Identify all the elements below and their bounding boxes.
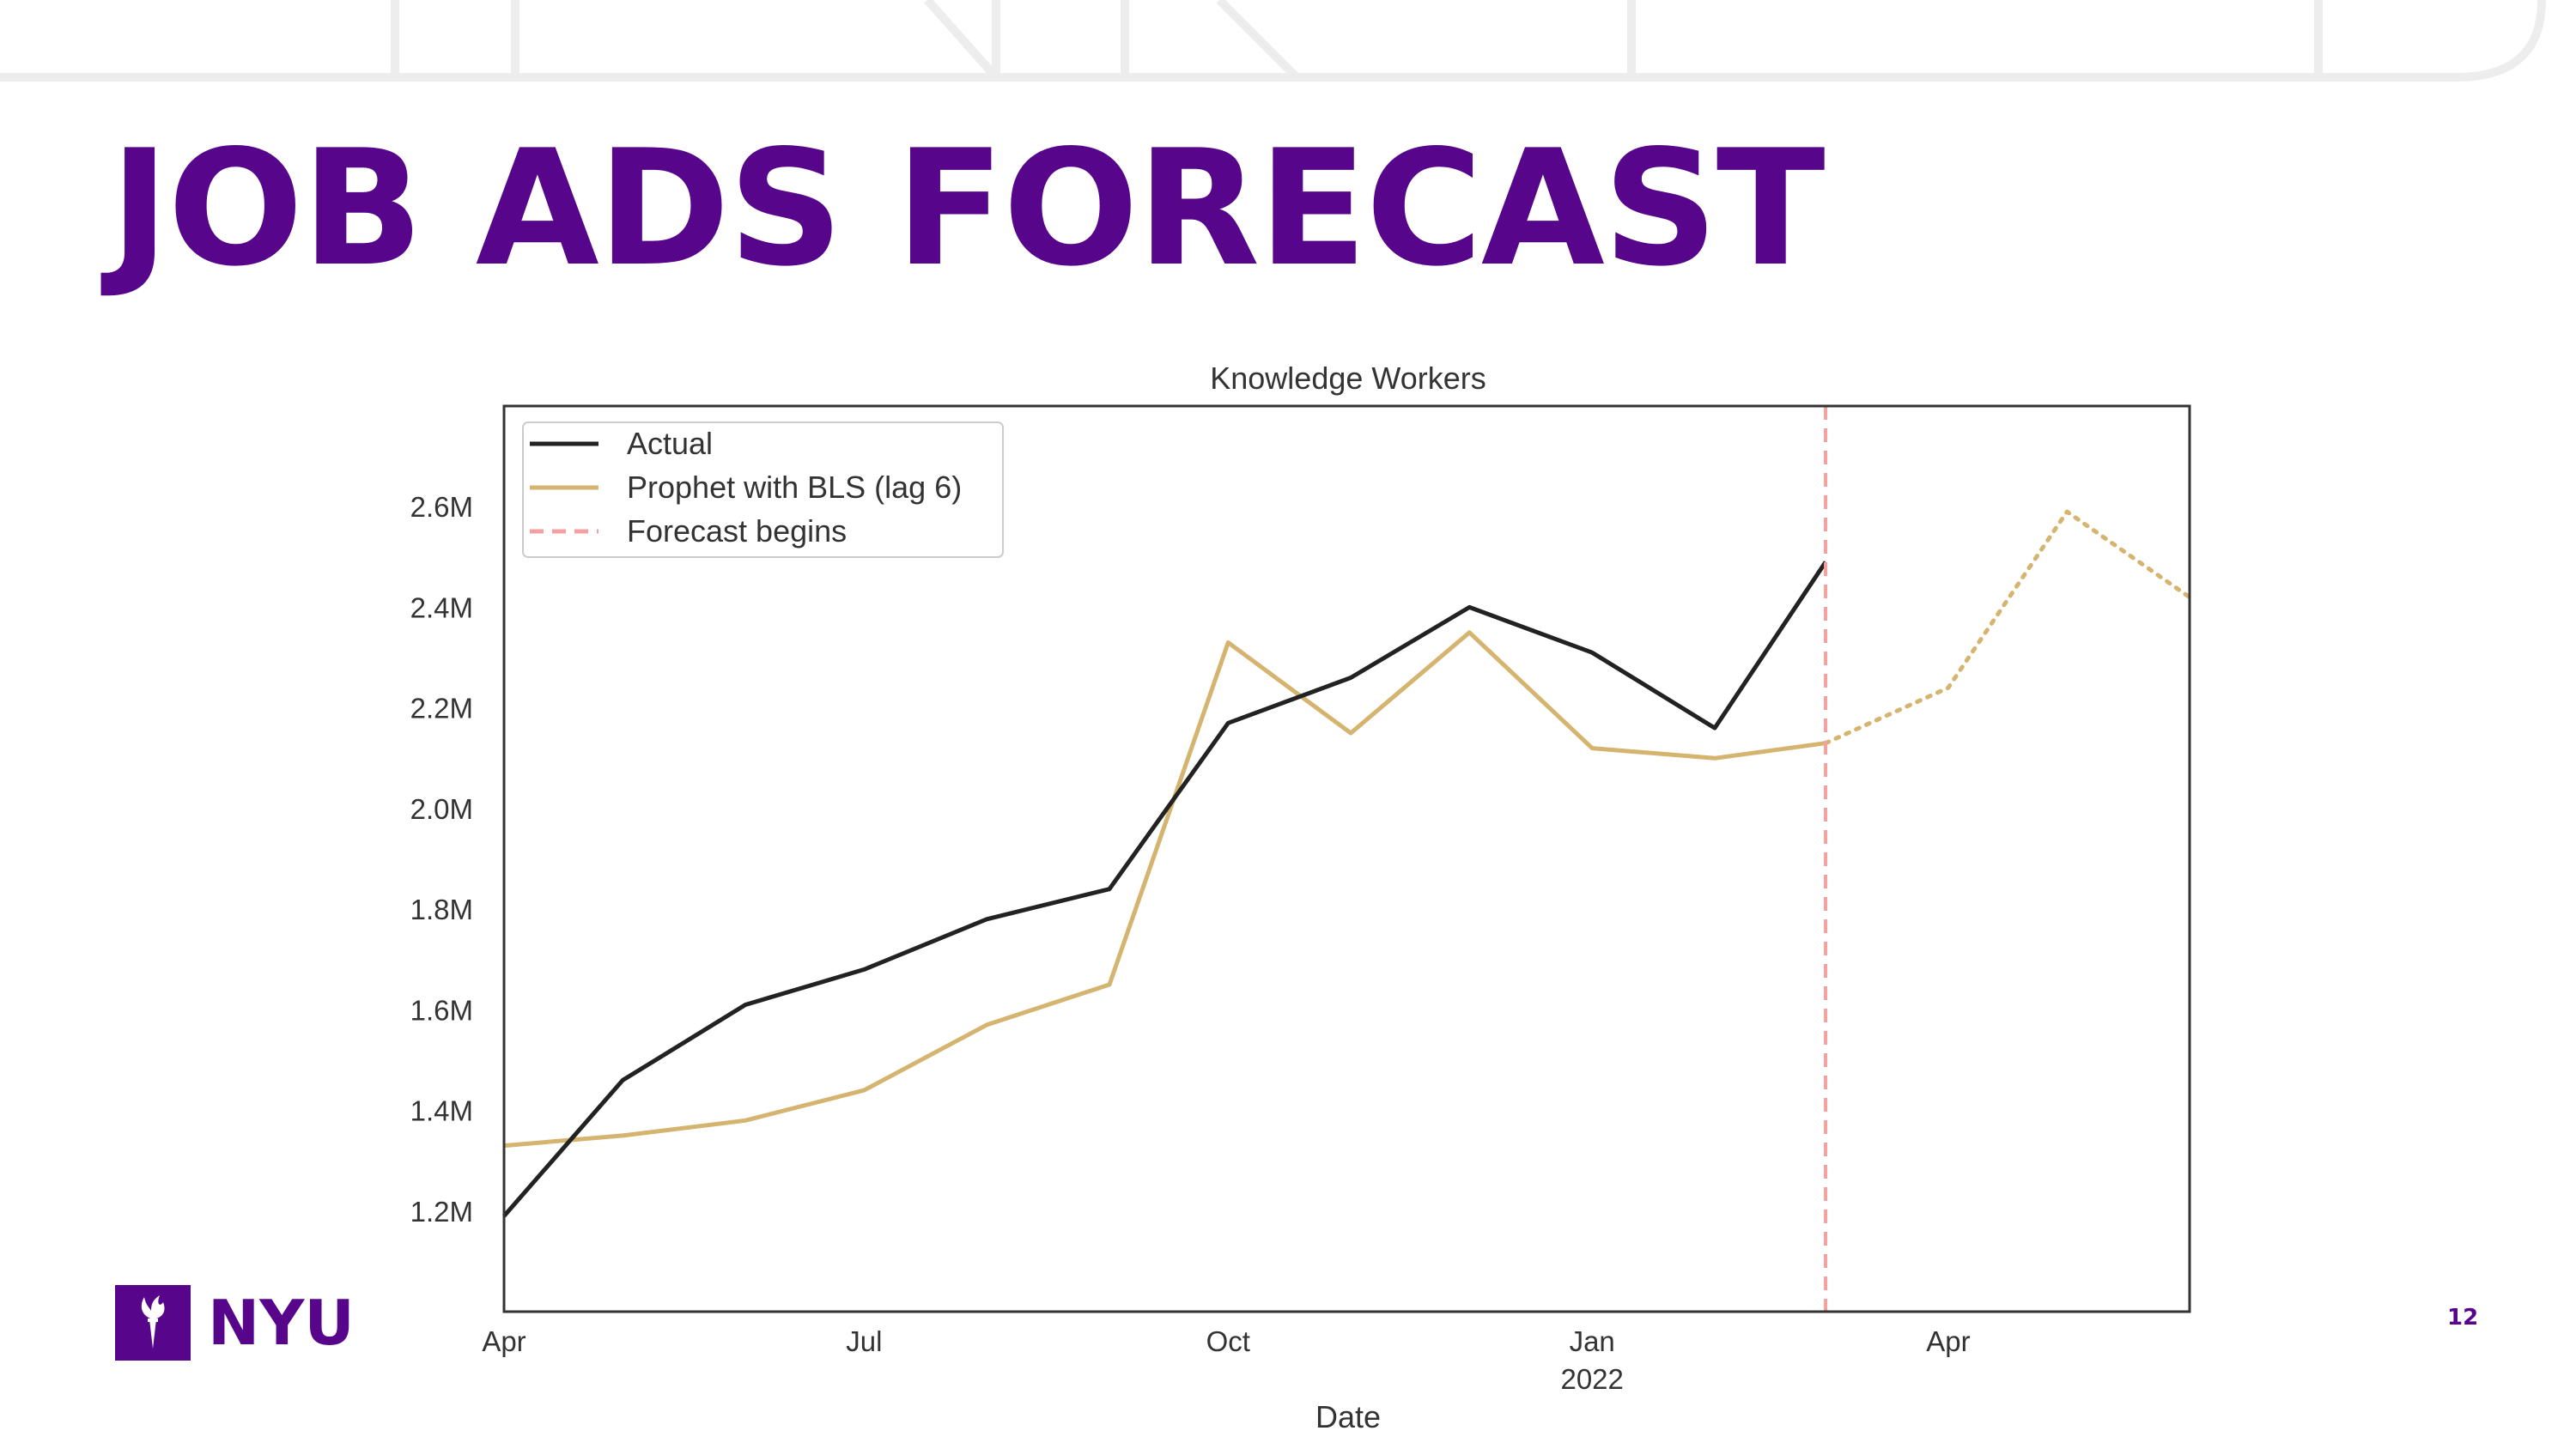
series-line-0: [502, 561, 1828, 1218]
x-tick-label: Jan: [1570, 1325, 1615, 1357]
y-tick-label: 2.2M: [410, 693, 473, 724]
y-tick-label: 2.0M: [410, 793, 473, 825]
x-tick-label: Apr: [1926, 1325, 1970, 1357]
x-axis-ticks: Apr Jul Oct Jan 2022 Apr: [482, 1325, 1970, 1395]
forecast-dotted-line: [1823, 509, 2192, 746]
series-line-1: [503, 630, 1826, 1149]
y-tick-label: 1.6M: [410, 994, 473, 1026]
x-tick-label: Apr: [482, 1325, 526, 1357]
chart-title: Knowledge Workers: [1210, 361, 1486, 396]
legend-label: Forecast begins: [627, 513, 847, 549]
x-tick-label: Oct: [1206, 1325, 1250, 1357]
legend-label: Prophet with BLS (lag 6): [627, 470, 962, 505]
nyu-logo: NYU: [115, 1285, 355, 1361]
decorative-header-graphic: [0, 0, 2546, 82]
y-axis-ticks: 1.2M 1.4M 1.6M 1.8M 2.0M 2.2M 2.4M 2.6M: [410, 491, 473, 1228]
logo-text: NYU: [208, 1287, 355, 1359]
y-tick-label: 2.6M: [410, 491, 473, 523]
y-tick-label: 1.2M: [410, 1196, 473, 1228]
x-axis-label: Date: [1315, 1399, 1381, 1434]
x-tick-label: Jul: [846, 1325, 882, 1357]
y-tick-label: 2.4M: [410, 591, 473, 623]
page-number: 12: [2447, 1305, 2479, 1331]
x-tick-sublabel: 2022: [1560, 1363, 1623, 1395]
legend-box: [522, 421, 1004, 558]
torch-icon: [115, 1285, 191, 1361]
y-tick-label: 1.4M: [410, 1095, 473, 1127]
slide-title: JOB ADS FORECAST: [110, 115, 1826, 301]
y-tick-label: 1.8M: [410, 894, 473, 925]
plot-area: [502, 406, 2192, 1312]
plot-frame: [502, 404, 2191, 1313]
legend-label: Actual: [627, 426, 713, 461]
chart-legend: Actual Prophet with BLS (lag 6) Forecast b…: [522, 421, 1004, 558]
